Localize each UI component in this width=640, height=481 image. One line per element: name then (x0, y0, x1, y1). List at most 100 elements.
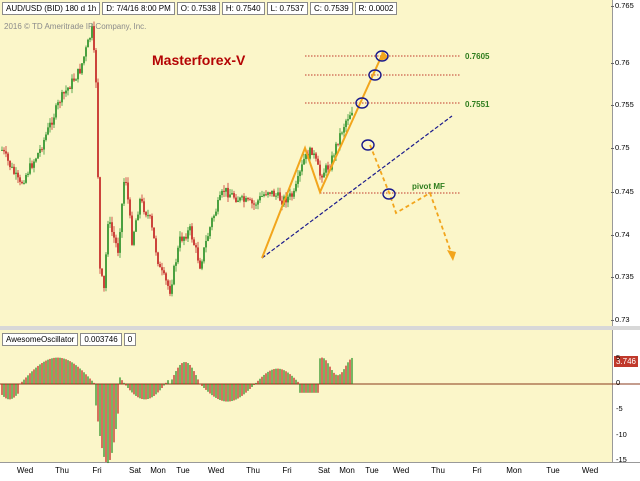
oscillator-bar (11, 384, 13, 399)
time-label: Mon (150, 466, 166, 475)
oscillator-bar (133, 384, 135, 395)
price-tick: 0.755 (611, 100, 634, 109)
candle-body (253, 203, 255, 205)
oscillator-bar (139, 384, 141, 399)
oscillator-bar (149, 384, 151, 399)
oscillator-bar (71, 362, 73, 384)
candle-body (57, 102, 59, 106)
time-label: Mon (339, 466, 355, 475)
oscillator-bar (279, 368, 281, 384)
oscillator-bar (77, 366, 79, 384)
oscillator-bar (5, 384, 7, 399)
oscillator-bar (137, 384, 139, 398)
oscillator-bar (177, 367, 179, 384)
pane-separator[interactable] (0, 326, 640, 330)
candle-body (101, 268, 103, 276)
time-label: Wed (16, 466, 34, 475)
oscillator-bar (17, 384, 19, 394)
oscillator-bar (107, 384, 109, 464)
candle-body (293, 190, 295, 197)
candle-body (139, 198, 141, 215)
oscillator-bar (147, 384, 149, 400)
oscillator-bar (325, 360, 327, 384)
oscillator-bar (15, 384, 17, 396)
oscillator-bar (261, 376, 263, 384)
oscillator-bar (337, 375, 339, 384)
oscillator-bar (29, 373, 31, 384)
candle-body (63, 92, 65, 94)
candle-body (321, 175, 323, 178)
oscillator-bar (291, 375, 293, 384)
oscillator-value: 0.003746 (80, 333, 122, 346)
oscillator-bar (235, 384, 237, 400)
oscillator-bar (219, 384, 221, 401)
time-label: Wed (581, 466, 599, 475)
oscillator-bar (117, 384, 119, 414)
oscillator-bar (293, 377, 295, 384)
oscillator-bar (317, 384, 319, 393)
oscillator-bar (287, 372, 289, 384)
oscillator-bar (223, 384, 225, 402)
price-tick: 0.75 (611, 143, 630, 152)
chart-header: AUD/USD (BID) 180 d 1h D: 7/4/16 8:00 PM… (2, 2, 399, 15)
price-axis[interactable] (612, 0, 640, 326)
candle-body (19, 177, 21, 182)
candle-body (199, 260, 201, 269)
oscillator-bar (161, 384, 163, 388)
oscillator-bar (257, 380, 259, 384)
candle-body (97, 82, 99, 178)
time-label: Sat (128, 466, 142, 475)
candle-body (95, 50, 97, 83)
candle-body (259, 196, 261, 201)
oscillator-name[interactable]: AwesomeOscillator (2, 333, 79, 346)
candle-body (311, 147, 313, 155)
symbol-label[interactable]: AUD/USD (BID) 180 d 1h (2, 2, 101, 15)
candle-body (211, 218, 213, 228)
candle-body (177, 247, 179, 263)
candle-body (205, 240, 207, 248)
oscillator-bar (103, 384, 105, 457)
candle-body (349, 115, 351, 120)
candle-body (7, 153, 9, 161)
oscillator-bar (347, 362, 349, 384)
oscillator-bar (93, 382, 95, 384)
oscillator-bar (305, 384, 307, 393)
oscillator-bar (213, 384, 215, 397)
oscillator-bar (251, 384, 253, 388)
time-label: Tue (546, 466, 560, 475)
candle-body (257, 200, 259, 205)
candle-body (219, 195, 221, 201)
candle-body (3, 149, 5, 152)
candle-body (335, 143, 337, 156)
candle-body (131, 215, 133, 245)
candle-body (127, 182, 129, 200)
oscillator-bar (155, 384, 157, 395)
candle-body (67, 87, 69, 91)
candle-body (261, 196, 263, 198)
candle-body (303, 158, 305, 165)
oscillator-axis[interactable] (612, 330, 640, 462)
oscillator-bar (269, 370, 271, 384)
date-value: D: 7/4/16 8:00 PM (102, 2, 175, 15)
oscillator-bar (21, 381, 23, 384)
oscillator-bar (3, 384, 5, 397)
candle-body (149, 215, 151, 217)
oscillator-bar (109, 384, 111, 460)
candle-body (163, 270, 165, 274)
oscillator-bar (173, 375, 175, 384)
time-label: Sat (317, 466, 331, 475)
candle-body (263, 194, 265, 197)
oscillator-bar (115, 384, 117, 429)
oscillator-bar (297, 381, 299, 384)
candle-body (301, 164, 303, 172)
candle-body (27, 173, 29, 175)
candle-body (169, 285, 171, 294)
oscillator-bar (95, 384, 97, 406)
time-axis[interactable] (0, 462, 640, 481)
oscillator-bar (61, 358, 63, 384)
trend-line (261, 115, 453, 259)
level-top-label: 0.7605 (465, 52, 490, 61)
oscillator-bar (229, 384, 231, 402)
candle-body (47, 127, 49, 135)
candle-body (215, 211, 217, 216)
